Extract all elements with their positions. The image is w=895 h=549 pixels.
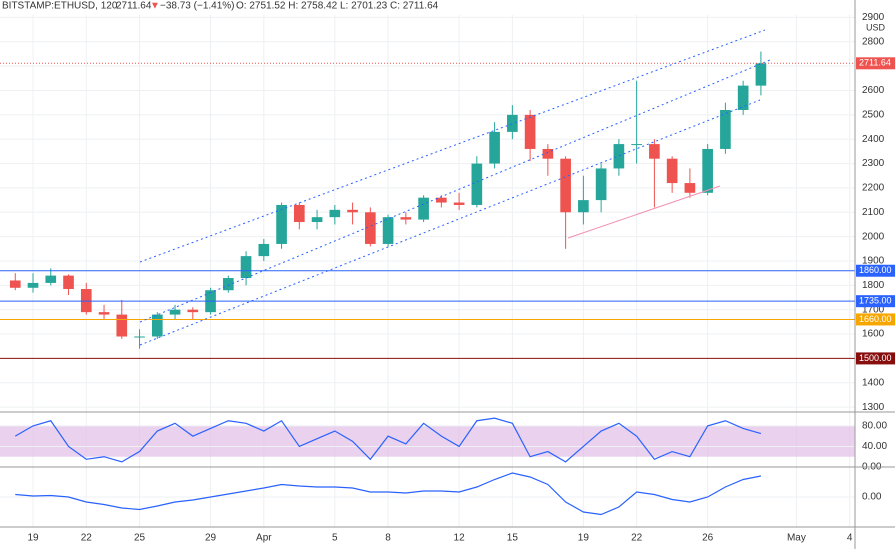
level-label: 1660.00: [859, 314, 892, 324]
level-label: 1500.00: [859, 353, 892, 363]
x-tick-label: 5: [332, 533, 338, 544]
y-tick-label: 1800: [862, 280, 885, 291]
x-tick-label: 15: [507, 533, 519, 544]
candle-body: [63, 275, 74, 290]
candle-body: [240, 256, 252, 279]
candle-body: [471, 163, 483, 205]
symbol: BITSTAMP:ETHUSD, 120: [2, 1, 118, 12]
level-label-box: [856, 352, 895, 365]
y-tick-label: 2000: [862, 231, 885, 242]
candle-body: [329, 209, 341, 218]
x-tick-label: May: [787, 533, 806, 544]
candle-body: [684, 183, 696, 193]
indicator-line: [14, 417, 762, 463]
y-tick-label: 2900: [862, 12, 885, 23]
arrow: ▼: [150, 1, 160, 12]
candle-body: [80, 289, 92, 313]
x-tick-label: 22: [81, 533, 93, 544]
candle-body: [578, 200, 589, 213]
candle-body: [507, 114, 518, 132]
y-tick-label: 40.00: [862, 441, 887, 452]
candle-body: [258, 243, 270, 257]
y-tick-label: 1700: [862, 304, 885, 315]
channel-line: [139, 29, 766, 263]
candle-body: [613, 144, 625, 169]
x-tick-label: Apr: [256, 533, 272, 544]
candle-body: [595, 168, 607, 201]
panes: 19 22 25 29 Apr 5 8 12 15 19 22 26 May 4 1300 1400 1600 1…: [0, 12, 895, 544]
y-tick-label: 2800: [862, 36, 885, 47]
candle-body: [169, 309, 181, 315]
candle-body: [311, 217, 323, 223]
candle-body: [737, 85, 749, 110]
level-label-box: [856, 264, 895, 277]
y-tick-label: 0.00: [862, 492, 882, 503]
level-label-box: [856, 313, 895, 326]
candle-body: [418, 197, 429, 220]
candle-body: [45, 275, 57, 283]
candle-body: [542, 148, 554, 159]
candle-body: [187, 309, 199, 313]
candle-body: [436, 197, 447, 203]
candle-body: [400, 217, 412, 220]
candle-body: [382, 217, 394, 244]
candle-body: [151, 314, 163, 337]
x-tick-label: 26: [702, 533, 714, 544]
x-tick-label: 22: [631, 533, 643, 544]
y-tick-label: 2600: [862, 85, 885, 96]
y-tick-label: 1300: [862, 402, 885, 413]
candle-body: [222, 278, 234, 291]
y-tick-label: 2200: [862, 183, 885, 194]
candle-body: [631, 144, 642, 146]
candle-body: [9, 280, 21, 288]
candle-body: [755, 63, 767, 86]
y-tick-label: 2500: [862, 109, 885, 120]
candle-body: [276, 204, 287, 244]
y-tick-label: 1400: [862, 377, 885, 388]
x-tick-label: 8: [385, 533, 391, 544]
level-label: 1860.00: [859, 265, 892, 275]
channel-line: [139, 99, 761, 346]
indicator-line: [15, 472, 762, 516]
y-tick-label: 80.00: [862, 421, 887, 432]
candle-body: [720, 109, 731, 149]
x-tick-label: 4: [847, 533, 853, 544]
candle-body: [365, 212, 376, 244]
x-tick-label: 25: [134, 533, 146, 544]
x-tick-label: 12: [454, 533, 466, 544]
level-label-box: [856, 295, 895, 308]
candle-body: [560, 158, 571, 213]
y-tick-label: 2100: [862, 207, 885, 218]
candle-body: [666, 158, 678, 184]
channel-line: [139, 59, 771, 323]
candle-body: [116, 314, 128, 337]
candle-body: [489, 131, 500, 164]
currency: USD: [866, 22, 886, 32]
x-tick-label: 29: [205, 533, 217, 544]
band: [0, 425, 855, 457]
candle-body: [293, 204, 305, 223]
x-tick-label: 19: [578, 533, 590, 544]
candle-body: [134, 336, 145, 338]
level-label: 2711.64: [859, 58, 891, 68]
candle-body: [453, 202, 465, 205]
candle-body: [27, 282, 39, 288]
trend-line: [567, 185, 721, 239]
candle-body: [98, 312, 110, 315]
x-tick-label: 19: [27, 533, 39, 544]
level-label-box: [856, 57, 895, 70]
y-tick-label: 1900: [862, 256, 885, 267]
level-label: 1735.00: [859, 296, 892, 306]
y-tick-label: 1600: [862, 329, 885, 340]
y-tick-label: 2300: [862, 158, 885, 169]
ohlc: O: 2751.52 H: 2758.42 L: 2701.23 C: 2711…: [236, 1, 439, 12]
y-tick-label: 2400: [862, 134, 885, 145]
candle-body: [347, 209, 358, 213]
candle-body: [702, 148, 713, 193]
last-price: 2711.64: [116, 1, 152, 12]
candle-body: [524, 114, 536, 149]
candle-body: [649, 144, 660, 159]
change: −38.73 (−1.41%): [160, 1, 235, 12]
